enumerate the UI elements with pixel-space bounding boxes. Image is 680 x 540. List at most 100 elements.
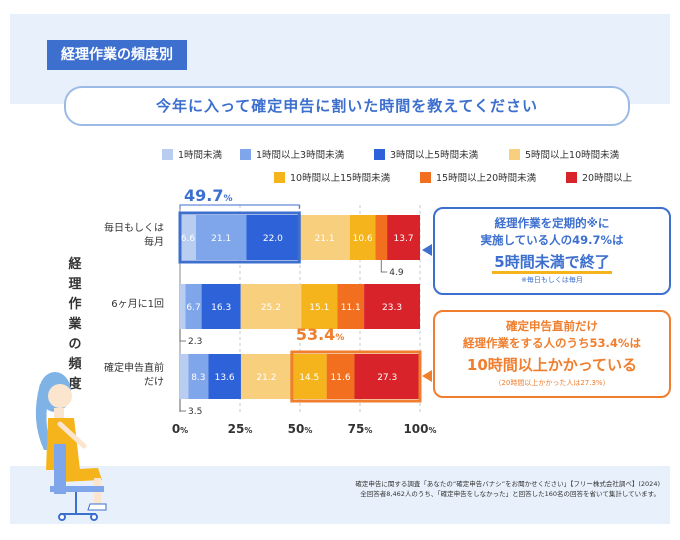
bar-segment [349,215,376,260]
x-tick-label: 75% [348,422,373,436]
data-label: 25.2 [261,303,281,313]
bar-segment [364,284,420,329]
callout-before-deadline: 確定申告直前だけ 経理作業をする人のうち53.4%は 10時間以上かかっている … [433,310,671,398]
callout-note: （20時間以上かかった人は27.3%） [494,379,610,387]
data-label: 4.9 [389,268,404,278]
highlight-box [178,211,301,264]
footnote-line: 全回答者8,462人のうち、「確定申告をしなかった」と回答した160名の回答を省… [360,490,660,498]
x-tick-label: 25% [228,422,253,436]
bar-segment [246,215,300,260]
footnote: 確定申告に関する調査「あなたの“確定申告バナシ”をお聞かせください」【フリー株式… [300,479,660,499]
x-tick-label: 50% [288,422,313,436]
bar-segment [180,354,189,399]
legend-item-2: 1時間以上3時間未満 [240,147,344,161]
bar-segment [208,354,241,399]
callout-line: 確定申告直前だけ [506,319,598,333]
leader-line [380,260,388,273]
callout-note: ※毎日もしくは毎月 [521,276,583,284]
data-label: 21.1 [315,234,335,244]
legend-label: 10時間以上15時間未満 [290,173,391,184]
annotation-label: 53.4% [296,325,345,344]
row-label-monthly: 毎日もしくは 毎月 [104,223,164,248]
data-label: 23.3 [382,303,402,313]
legend-label: 3時間以上5時間未満 [390,150,479,161]
data-label: 13.7 [394,234,414,244]
legend-swatch [274,171,285,183]
data-label: 21.1 [211,234,231,244]
vertical-axis-label: 経理作業の頻度 [68,257,82,392]
bar-segment [299,215,350,260]
bar-segment [337,284,365,329]
bar-segment [301,284,338,329]
data-label: 6.7 [186,303,200,313]
chair [50,444,104,521]
legend-swatch [240,148,251,160]
callout-line: 経理作業を定期的※に [494,216,610,230]
legend-item-1: 1時間未満 [162,147,222,161]
bar-segment [188,354,209,399]
legend-item-4: 5時間以上10時間未満 [509,147,619,161]
legend-swatch [509,148,520,160]
legend-label: 20時間以上 [582,173,633,184]
section-tag: 経理作業の頻度別 [47,40,187,70]
bar-segment [375,215,388,260]
bar-segment [387,215,420,260]
bar-segment [291,354,327,399]
bar-segment [180,284,186,329]
x-tick-label: 0% [172,422,188,436]
data-label: 16.3 [211,303,231,313]
callout-line: 実施している人の49.7%は [480,233,624,247]
legend-swatch [374,148,385,160]
bar-segment [201,284,241,329]
legend-label: 1時間未満 [178,150,223,161]
data-label: 11.6 [331,373,351,383]
bar-segment [326,354,355,399]
bar-segment [180,215,196,260]
bar-segment [240,284,302,329]
data-label: 13.6 [215,373,235,383]
data-label: 22.0 [263,234,283,244]
callout-highlight: 5時間未満で終了 [435,251,669,274]
legend-item-6: 15時間以上20時間未満 [420,170,536,184]
person-figure [35,372,107,511]
callout-line: 経理作業をする人のうち53.4%は [463,336,641,350]
row-label-before-deadline: 確定申告直前 だけ [104,363,164,388]
legend-item-5: 10時間以上15時間未満 [274,170,390,184]
legend-label: 5時間以上10時間未満 [525,150,620,161]
x-tick-label: 100% [403,422,436,436]
legend-item-7: 20時間以上 [566,170,632,184]
data-label: 10.6 [353,234,373,244]
data-label: 6.6 [181,234,196,244]
data-label: 11.1 [341,303,361,313]
legend-swatch [162,148,173,160]
data-label: 8.3 [191,373,205,383]
data-label: 27.3 [377,373,397,383]
data-label: 2.3 [188,337,202,347]
legend-swatch [566,171,577,183]
arrow-blue [422,244,432,256]
data-label: 3.5 [188,407,202,417]
bar-segment [354,354,420,399]
data-label: 15.1 [309,303,329,313]
legend-swatch [420,171,431,183]
legend-label: 15時間以上20時間未満 [436,173,537,184]
legend-item-3: 3時間以上5時間未満 [374,147,478,161]
bracket [179,204,300,209]
callout-highlight: 10時間以上かかっている [466,356,638,374]
bar-segment [185,284,202,329]
arrow-orange [422,370,432,382]
data-label: 14.5 [299,373,319,383]
row-label-half-year: 6ヶ月に1回 [111,299,164,310]
question-title: 今年に入って確定申告に割いた時間を教えてください [64,86,630,126]
annotation-label: 49.7% [184,186,233,205]
bar-segment [195,215,247,260]
callout-regular: 経理作業を定期的※に 実施している人の49.7%は 5時間未満で終了 ※毎日もし… [433,207,671,295]
footnote-line: 確定申告に関する調査「あなたの“確定申告バナシ”をお聞かせください」【フリー株式… [355,480,660,488]
data-label: 21.2 [256,373,276,383]
legend-label: 1時間以上3時間未満 [256,150,345,161]
bar-segment [240,354,292,399]
leader-line [179,399,186,412]
leader-line [179,329,186,342]
